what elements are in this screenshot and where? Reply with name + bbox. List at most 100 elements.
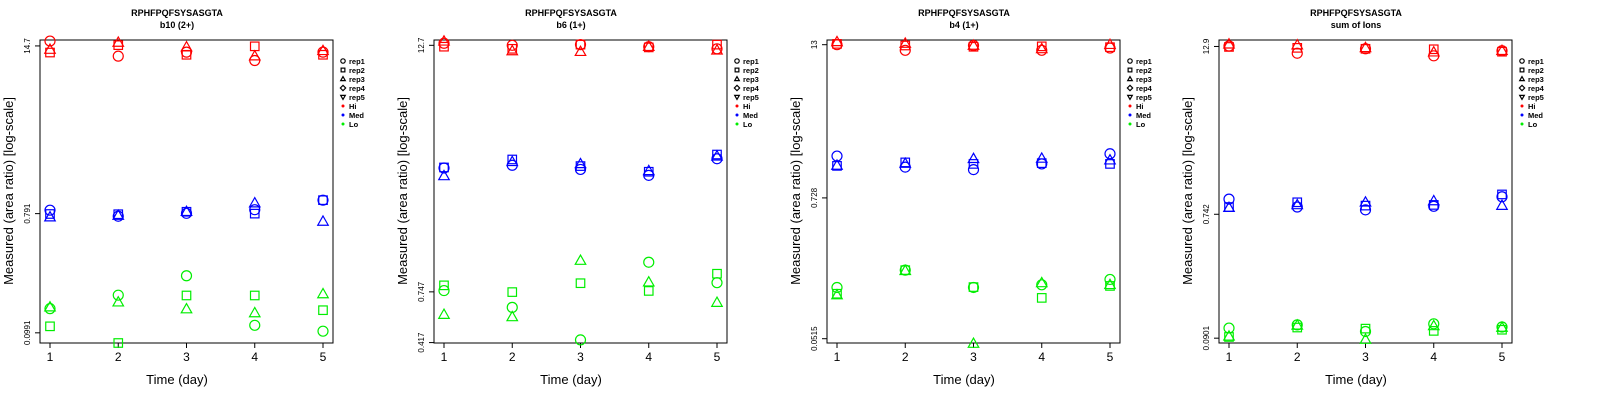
data-point-hi-rep1 [112, 50, 124, 62]
x-axis-label: Time (day) [146, 372, 208, 387]
x-axis-label: Time (day) [933, 372, 995, 387]
data-point-med-rep3 [710, 149, 724, 161]
legend-symbol-rep4 [1126, 84, 1134, 92]
data-point-hi-rep3 [111, 35, 125, 47]
data-point-hi-rep3 [574, 44, 587, 57]
x-tick-label: 4 [251, 350, 258, 364]
data-point-hi-rep2 [575, 39, 586, 50]
y-tick-label: 0.0515 [810, 326, 819, 351]
data-point-hi-rep3 [967, 38, 980, 50]
data-point-hi-rep3 [43, 42, 57, 54]
data-point-hi-rep1 [1359, 43, 1372, 55]
data-point-lo-rep3 [111, 295, 125, 307]
data-point-hi-rep3 [642, 39, 656, 52]
data-point-lo-rep3 [830, 288, 844, 300]
y-tick-label: 0.728 [810, 187, 819, 208]
legend-label-rep3: rep3 [349, 75, 365, 84]
data-point-hi-rep1 [506, 39, 518, 51]
data-point-lo-rep1 [1428, 318, 1440, 330]
data-point-med-rep1 [967, 163, 980, 176]
y-tick-label: 0.791 [23, 203, 32, 224]
legend-label-rep5: rep5 [743, 93, 759, 102]
legend-symbol-rep3 [339, 75, 347, 82]
x-tick-label: 2 [115, 350, 122, 364]
data-point-lo-rep2 [113, 338, 124, 348]
y-tick-label: 0.0901 [1202, 325, 1211, 350]
data-point-lo-rep3 [710, 295, 724, 307]
data-point-med-rep3 [437, 169, 451, 181]
x-tick-label: 4 [1430, 350, 1437, 364]
data-point-med-rep3 [1103, 153, 1117, 165]
legend-label-hi: Hi [743, 102, 751, 111]
y-tick-label: 12.9 [1202, 38, 1211, 54]
legend-symbol-lo [1520, 122, 1524, 126]
legend-symbol-lo [1128, 122, 1132, 126]
legend-symbol-rep1 [1127, 58, 1133, 64]
legend-label-hi: Hi [349, 102, 357, 111]
data-point-hi-rep1 [1291, 47, 1303, 59]
data-point-lo-rep1 [899, 264, 911, 276]
legend-symbol-hi [341, 104, 345, 108]
x-tick-label: 5 [1499, 350, 1506, 364]
data-point-lo-rep1 [574, 334, 587, 346]
legend-label-lo: Lo [1136, 120, 1146, 129]
data-point-lo-rep3 [180, 302, 193, 314]
y-axis-label: Measured (area ratio) [log-scale] [395, 97, 410, 285]
data-point-lo-rep3 [43, 300, 57, 312]
legend-symbol-med [341, 113, 345, 117]
data-point-lo-rep3 [642, 275, 656, 287]
legend-symbol-rep5 [339, 94, 347, 101]
y-tick-label: 0.417 [417, 332, 426, 353]
y-axis-label: Measured (area ratio) [log-scale] [788, 97, 803, 285]
x-tick-label: 5 [1107, 350, 1114, 364]
data-point-hi-rep2 [249, 41, 260, 52]
data-point-hi-rep3 [1495, 43, 1509, 56]
data-point-lo-rep3 [1359, 332, 1372, 344]
data-point-med-rep1 [1496, 191, 1508, 203]
data-point-med-rep3 [1290, 198, 1304, 210]
data-point-lo-rep2 [439, 280, 449, 291]
data-point-lo-rep1 [44, 303, 56, 315]
data-point-lo-rep1 [831, 281, 843, 294]
chart-title: RPHFPQFSYSASGTA [131, 8, 223, 18]
x-axis-label: Time (day) [540, 372, 602, 387]
data-point-lo-rep1 [438, 284, 450, 297]
legend-label-hi: Hi [1136, 102, 1144, 111]
data-point-med-rep1 [44, 204, 56, 216]
data-point-lo-rep2 [968, 282, 979, 292]
data-point-lo-rep1 [249, 319, 261, 331]
legend-symbol-rep1 [340, 58, 346, 64]
data-point-lo-rep1 [711, 277, 723, 289]
legend-symbol-rep1 [734, 58, 740, 64]
data-point-med-rep2 [1036, 158, 1047, 168]
legend-symbol-rep5 [1518, 94, 1526, 101]
legend-label-med: Med [743, 111, 758, 120]
data-point-med-rep1 [574, 163, 587, 176]
legend-symbol-rep4 [1518, 84, 1526, 92]
data-point-hi-rep1 [899, 44, 911, 56]
data-point-med-rep3 [830, 158, 844, 170]
data-point-hi-rep2 [712, 39, 722, 50]
legend-label-rep3: rep3 [743, 75, 759, 84]
data-point-lo-rep1 [1359, 325, 1372, 338]
data-point-lo-rep2 [249, 290, 260, 301]
legend-symbol-lo [341, 122, 345, 126]
data-point-hi-rep3 [1427, 45, 1441, 57]
chart-panel-b10: RPHFPQFSYSASGTA b10 (2+) Measured (area … [1, 8, 366, 387]
legend-symbol-rep3 [1518, 75, 1526, 82]
data-point-lo-rep3 [1222, 329, 1236, 341]
x-tick-label: 1 [834, 350, 841, 364]
x-tick-label: 2 [1294, 350, 1301, 364]
legend-label-rep3: rep3 [1136, 75, 1152, 84]
legend-symbol-med [1128, 113, 1132, 117]
data-point-lo-rep1 [317, 325, 329, 337]
data-point-med-rep3 [967, 152, 980, 164]
data-point-med-rep3 [898, 156, 912, 168]
legend-label-rep5: rep5 [1136, 93, 1152, 102]
data-point-hi-rep3 [710, 43, 724, 55]
data-point-hi-rep2 [1428, 44, 1439, 55]
chart-subtitle: b6 (1+) [556, 20, 585, 30]
legend-symbol-rep2 [1127, 67, 1133, 73]
data-point-hi-rep3 [248, 49, 262, 61]
chart-title: RPHFPQFSYSASGTA [525, 8, 617, 18]
